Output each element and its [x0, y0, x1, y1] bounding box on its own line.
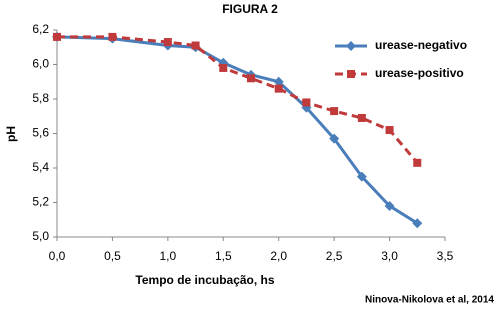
legend-marker [347, 70, 355, 78]
marker [412, 218, 423, 229]
marker [357, 113, 366, 122]
y-tick-label: 5,6 [32, 126, 49, 140]
chart-title: FIGURA 2 [222, 2, 278, 16]
marker [53, 32, 61, 41]
x-tick-label: 2,0 [270, 249, 287, 263]
y-axis-label: pH [4, 126, 18, 142]
x-tick-label: 2,5 [326, 249, 343, 263]
source-note: Ninova-Nikolova et al, 2014 [365, 295, 494, 306]
legend-marker [346, 41, 356, 51]
marker [163, 38, 172, 47]
marker [274, 84, 283, 93]
marker [329, 133, 340, 144]
marker [302, 98, 311, 107]
marker [330, 107, 339, 116]
y-tick-label: 5,4 [32, 160, 49, 174]
series-line [57, 35, 419, 164]
y-tick-label: 5,2 [32, 195, 49, 209]
legend-label: urease-negativo [375, 38, 467, 52]
marker [356, 171, 367, 182]
series-line [56, 35, 419, 225]
marker [413, 158, 422, 167]
x-axis-label: Tempo de incubação, hs [135, 273, 274, 287]
marker [385, 126, 394, 135]
x-tick-label: 1,0 [160, 249, 177, 263]
legend-label: urease-positivo [375, 66, 464, 80]
marker [219, 63, 228, 72]
y-tick-label: 6,0 [32, 57, 49, 71]
x-tick-label: 3,5 [437, 249, 454, 263]
x-tick-label: 0,5 [104, 249, 121, 263]
y-tick-label: 6,2 [32, 22, 49, 36]
y-tick-label: 5,8 [32, 91, 49, 105]
x-tick-label: 1,5 [215, 249, 232, 263]
marker [273, 76, 284, 87]
marker [108, 32, 117, 41]
marker [247, 74, 255, 83]
x-tick-label: 0,0 [49, 249, 66, 263]
marker [191, 41, 200, 50]
x-tick-label: 3,0 [381, 249, 398, 263]
marker [384, 200, 395, 211]
y-tick-label: 5,0 [32, 229, 49, 243]
